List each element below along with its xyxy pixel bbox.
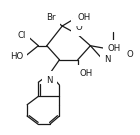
Text: OH: OH bbox=[78, 13, 91, 22]
Text: OH: OH bbox=[79, 69, 92, 78]
Text: Cl: Cl bbox=[17, 31, 26, 40]
Text: O: O bbox=[127, 50, 133, 59]
Text: HO: HO bbox=[10, 53, 23, 61]
Text: Br: Br bbox=[46, 13, 56, 22]
Text: N: N bbox=[104, 55, 111, 64]
Text: N: N bbox=[46, 75, 53, 85]
Text: O: O bbox=[75, 23, 82, 32]
Text: OH: OH bbox=[107, 44, 121, 53]
